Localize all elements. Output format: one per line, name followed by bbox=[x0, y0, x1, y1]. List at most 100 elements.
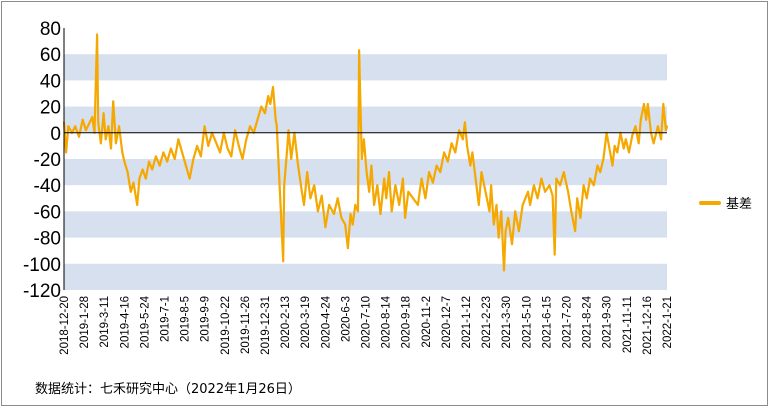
y-tick-label: 60 bbox=[40, 45, 61, 66]
y-tick-label: -40 bbox=[34, 176, 61, 197]
legend-label: 基差 bbox=[726, 197, 752, 212]
data-point bbox=[154, 155, 157, 158]
data-point bbox=[634, 125, 637, 128]
x-tick-label: 2020-2-13 bbox=[280, 296, 292, 348]
x-tick-label: 2020-9-18 bbox=[401, 296, 413, 348]
x-tick-label: 2022-1-21 bbox=[662, 296, 674, 348]
data-point bbox=[118, 125, 121, 128]
data-point bbox=[65, 151, 68, 154]
data-point bbox=[570, 210, 573, 213]
data-point bbox=[492, 223, 495, 226]
data-point bbox=[500, 210, 503, 213]
data-point bbox=[340, 216, 343, 219]
data-point bbox=[226, 147, 229, 150]
data-point bbox=[269, 103, 272, 105]
data-point bbox=[199, 155, 202, 158]
x-tick-label: 2019-5-24 bbox=[139, 295, 151, 348]
x-tick-label: 2021-9-30 bbox=[602, 296, 614, 348]
y-tick-label: -100 bbox=[23, 255, 61, 276]
data-point bbox=[385, 197, 388, 200]
data-point bbox=[514, 210, 517, 213]
x-tick-label: 2021-6-15 bbox=[541, 296, 553, 348]
data-point bbox=[300, 190, 303, 193]
data-point bbox=[123, 160, 126, 163]
x-tick-label: 2021-7-20 bbox=[562, 296, 574, 348]
data-point bbox=[574, 230, 577, 233]
data-point bbox=[78, 135, 80, 138]
data-point bbox=[567, 190, 570, 193]
data-point bbox=[81, 118, 84, 121]
x-tick-label: 2020-7-10 bbox=[361, 296, 373, 348]
x-tick-label: 2019-7-1 bbox=[160, 296, 172, 342]
data-point bbox=[324, 226, 327, 229]
data-point bbox=[138, 177, 141, 180]
y-axis-ticks: 80 60 40 20 0 -20 -40 -60 -80 -100 -120 bbox=[23, 19, 61, 302]
x-tick-label: 2019-1-28 bbox=[79, 296, 91, 348]
data-point bbox=[121, 151, 124, 154]
data-point bbox=[628, 151, 630, 154]
data-point bbox=[196, 144, 199, 147]
data-point bbox=[376, 184, 379, 187]
x-tick-label: 2021-2-23 bbox=[481, 296, 493, 348]
data-point bbox=[136, 203, 139, 206]
data-point bbox=[362, 138, 365, 141]
data-point bbox=[360, 158, 363, 160]
data-point bbox=[589, 177, 591, 180]
data-point bbox=[237, 144, 240, 147]
data-point bbox=[660, 138, 663, 141]
data-point bbox=[582, 184, 585, 187]
data-point bbox=[272, 86, 274, 88]
data-point bbox=[637, 142, 640, 145]
data-point bbox=[274, 118, 277, 121]
data-point bbox=[407, 190, 410, 193]
data-point bbox=[631, 134, 634, 137]
data-point bbox=[114, 142, 117, 145]
data-point bbox=[162, 151, 165, 154]
data-point bbox=[592, 184, 595, 187]
data-point bbox=[297, 164, 300, 167]
data-point bbox=[390, 210, 393, 213]
data-point bbox=[394, 184, 397, 187]
data-point bbox=[401, 177, 404, 180]
data-point bbox=[110, 147, 112, 150]
data-point bbox=[443, 151, 446, 154]
data-point bbox=[144, 177, 147, 180]
data-point bbox=[503, 269, 505, 272]
data-point bbox=[320, 194, 323, 197]
data-point bbox=[285, 151, 288, 154]
grid-band bbox=[64, 106, 667, 133]
data-point bbox=[599, 171, 602, 174]
x-axis-ticks: 2018-12-20 2019-1-28 2019-3-11 2019-4-16 201… bbox=[59, 295, 674, 354]
data-point bbox=[96, 33, 99, 36]
data-point bbox=[517, 230, 520, 233]
data-point bbox=[555, 177, 558, 180]
x-tick-label: 2020-8-14 bbox=[381, 295, 393, 348]
data-point bbox=[507, 216, 510, 219]
data-point bbox=[346, 247, 349, 250]
data-point bbox=[383, 177, 386, 180]
data-point bbox=[611, 164, 614, 167]
data-point bbox=[532, 184, 535, 187]
data-point bbox=[99, 142, 102, 145]
data-point bbox=[559, 184, 562, 187]
data-point bbox=[458, 129, 461, 132]
x-tick-label: 2019-12-31 bbox=[260, 296, 272, 355]
data-point bbox=[404, 216, 407, 219]
data-point bbox=[344, 223, 347, 226]
y-tick-label: 20 bbox=[40, 98, 61, 119]
y-tick-label: 0 bbox=[50, 124, 61, 145]
data-point bbox=[529, 203, 532, 206]
y-tick-label: -60 bbox=[34, 202, 61, 223]
data-point bbox=[91, 116, 94, 119]
y-tick-label: -80 bbox=[34, 229, 61, 250]
data-point bbox=[613, 144, 616, 147]
data-point bbox=[652, 142, 655, 145]
data-point bbox=[264, 112, 266, 115]
x-tick-label: 2021-5-10 bbox=[521, 296, 533, 348]
x-tick-label: 2018-12-20 bbox=[59, 296, 71, 355]
data-point bbox=[207, 144, 210, 147]
data-point bbox=[349, 213, 352, 215]
data-point bbox=[267, 95, 270, 98]
data-point bbox=[203, 125, 206, 128]
